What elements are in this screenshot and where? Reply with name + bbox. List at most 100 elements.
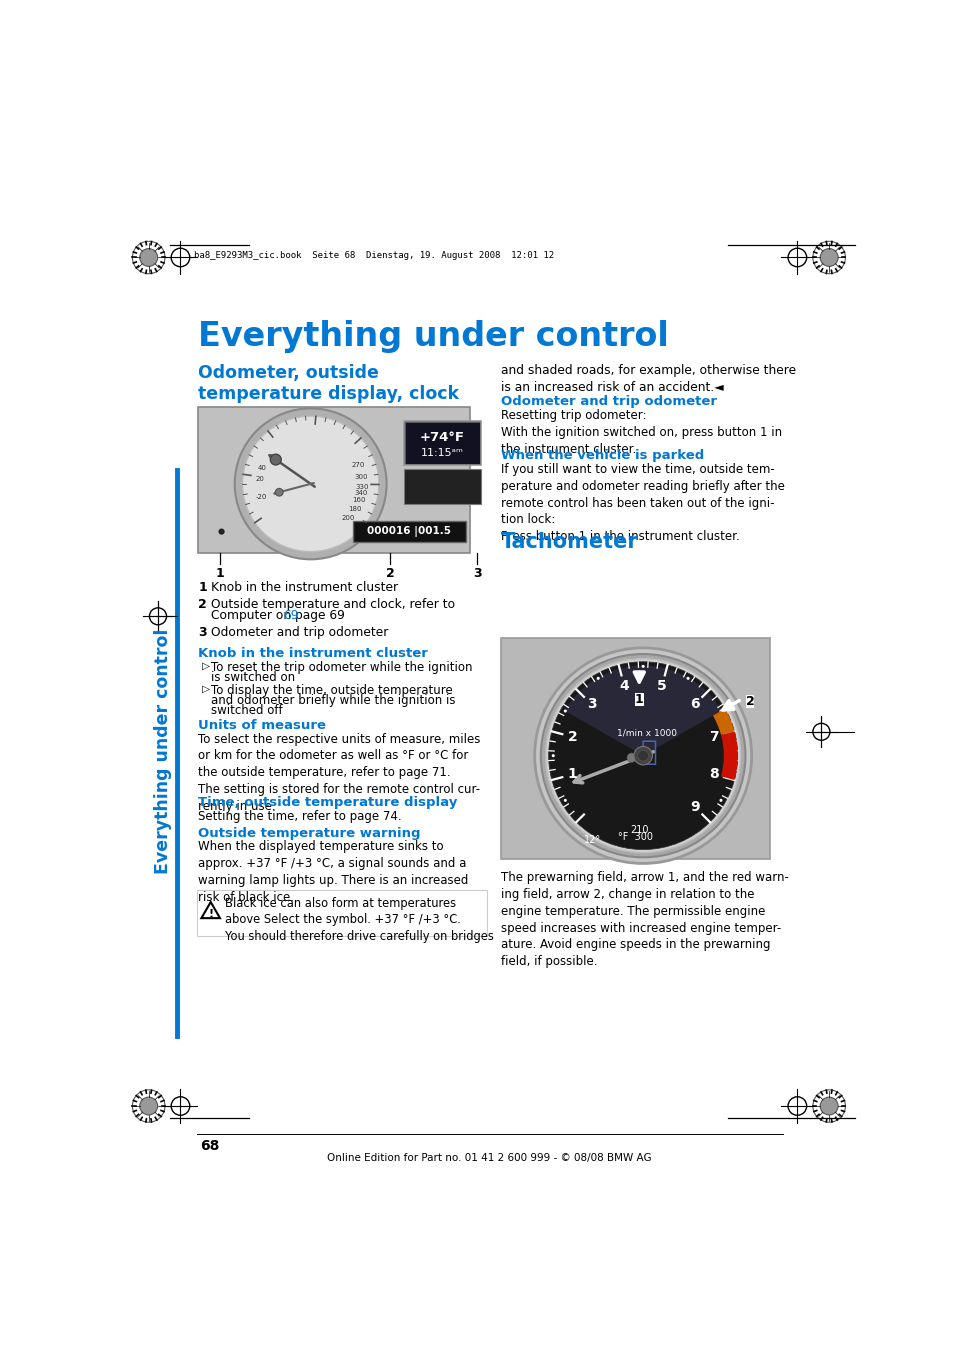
Text: 000016 |001.5: 000016 |001.5 [367, 526, 451, 537]
Text: and shaded roads, for example, otherwise there
is an increased risk of an accide: and shaded roads, for example, otherwise… [500, 363, 796, 394]
Text: is switched on: is switched on [211, 671, 294, 684]
Circle shape [563, 799, 566, 802]
Text: 7: 7 [708, 730, 718, 744]
Circle shape [139, 248, 157, 266]
Text: 4: 4 [618, 679, 629, 693]
Text: ba8_E9293M3_cic.book  Seite 68  Dienstag, 19. August 2008  12:01 12: ba8_E9293M3_cic.book Seite 68 Dienstag, … [194, 251, 554, 259]
Wedge shape [564, 666, 720, 756]
Text: !: ! [208, 909, 213, 918]
FancyBboxPatch shape [403, 421, 480, 466]
Text: 3: 3 [586, 698, 596, 711]
Text: Everything under control: Everything under control [154, 628, 172, 873]
Text: Tachometer: Tachometer [500, 532, 639, 552]
Circle shape [270, 454, 281, 464]
Circle shape [545, 659, 740, 853]
Text: 270: 270 [351, 462, 364, 468]
Circle shape [218, 528, 224, 535]
Circle shape [719, 799, 721, 802]
Text: To reset the trip odometer while the ignition: To reset the trip odometer while the ign… [211, 662, 472, 674]
Text: 9: 9 [689, 799, 699, 814]
Circle shape [534, 648, 751, 864]
Text: 1/min x 1000: 1/min x 1000 [617, 728, 677, 737]
Circle shape [548, 662, 737, 849]
FancyBboxPatch shape [353, 521, 465, 543]
Text: 200: 200 [341, 514, 355, 521]
Text: 340: 340 [354, 490, 367, 495]
Text: 2: 2 [567, 730, 578, 744]
Circle shape [820, 248, 838, 266]
Text: Computer on page 69: Computer on page 69 [211, 609, 344, 621]
Circle shape [637, 751, 648, 761]
Text: 5: 5 [657, 679, 666, 693]
Text: and odometer briefly while the ignition is: and odometer briefly while the ignition … [211, 694, 455, 707]
Text: 330: 330 [355, 483, 368, 490]
Text: switched off: switched off [211, 705, 282, 717]
Circle shape [275, 489, 283, 495]
Text: To display the time, outside temperature: To display the time, outside temperature [211, 684, 452, 697]
Text: Knob in the instrument cluster: Knob in the instrument cluster [198, 647, 428, 660]
Text: When the displayed temperature sinks to
approx. +37 °F /+3 °C, a signal sounds a: When the displayed temperature sinks to … [198, 840, 468, 903]
Text: 1: 1 [635, 693, 643, 706]
Text: Units of measure: Units of measure [198, 718, 326, 732]
Circle shape [626, 753, 636, 763]
Circle shape [242, 416, 378, 552]
Text: 40: 40 [257, 466, 266, 471]
Polygon shape [201, 902, 220, 918]
Text: °F  300: °F 300 [618, 833, 652, 842]
Circle shape [540, 653, 744, 857]
Circle shape [563, 710, 566, 713]
Text: 2: 2 [198, 598, 207, 610]
Circle shape [820, 1098, 838, 1115]
Text: +74°F: +74°F [419, 431, 464, 444]
Circle shape [686, 676, 689, 680]
Text: Everything under control: Everything under control [198, 320, 668, 352]
Text: To select the respective units of measure, miles
or km for the odometer as well : To select the respective units of measur… [198, 733, 480, 813]
Circle shape [551, 755, 555, 757]
Text: 300: 300 [355, 474, 368, 479]
Text: If you still want to view the time, outside tem-
perature and odometer reading b: If you still want to view the time, outs… [500, 463, 784, 543]
Text: 210: 210 [629, 825, 648, 834]
Circle shape [139, 1098, 157, 1115]
Text: Knob in the instrument cluster: Knob in the instrument cluster [211, 580, 397, 594]
FancyBboxPatch shape [403, 470, 480, 504]
Text: Online Edition for Part no. 01 41 2 600 999 - © 08/08 BMW AG: Online Edition for Part no. 01 41 2 600 … [326, 1153, 651, 1164]
FancyBboxPatch shape [198, 406, 470, 554]
Circle shape [234, 409, 386, 559]
Wedge shape [720, 732, 737, 780]
Text: 1: 1 [567, 767, 578, 782]
Text: Odometer, outside
temperature display, clock: Odometer, outside temperature display, c… [198, 363, 458, 404]
Text: Odometer and trip odometer: Odometer and trip odometer [500, 396, 717, 408]
Text: 2: 2 [745, 695, 754, 707]
Text: ▷: ▷ [202, 684, 210, 694]
Text: Outside temperature and clock, refer to: Outside temperature and clock, refer to [211, 598, 455, 610]
Wedge shape [712, 709, 734, 734]
Text: 1: 1 [215, 567, 224, 580]
Text: 180: 180 [348, 506, 361, 512]
Text: 3: 3 [198, 625, 207, 639]
FancyBboxPatch shape [500, 637, 769, 859]
Circle shape [596, 676, 599, 680]
Text: Black ice can also form at temperatures
above Select the symbol. +37 °F /+3 °C.
: Black ice can also form at temperatures … [224, 896, 493, 944]
Text: 1: 1 [198, 580, 207, 594]
Text: Resetting trip odometer:
With the ignition switched on, press button 1 in
the in: Resetting trip odometer: With the igniti… [500, 409, 781, 456]
Text: Outside temperature warning: Outside temperature warning [198, 826, 420, 840]
Text: 12°: 12° [583, 834, 600, 845]
Text: ▷: ▷ [202, 662, 210, 671]
Circle shape [731, 755, 734, 757]
Text: 68: 68 [199, 1139, 219, 1153]
Text: 6: 6 [689, 698, 699, 711]
Text: Setting the time, refer to page 74.: Setting the time, refer to page 74. [198, 810, 401, 822]
FancyBboxPatch shape [196, 890, 486, 936]
Text: Time, outside temperature display: Time, outside temperature display [198, 795, 457, 809]
Text: 8: 8 [708, 767, 718, 782]
Text: Ⓜ: Ⓜ [640, 738, 657, 765]
Text: Odometer and trip odometer: Odometer and trip odometer [211, 625, 388, 639]
Text: 160: 160 [353, 497, 366, 502]
Text: 11:15ᵃᵐ: 11:15ᵃᵐ [420, 448, 463, 458]
Circle shape [633, 747, 652, 765]
Text: The prewarning field, arrow 1, and the red warn-
ing field, arrow 2, change in r: The prewarning field, arrow 1, and the r… [500, 871, 788, 968]
Text: 20: 20 [255, 477, 264, 482]
Circle shape [719, 710, 721, 713]
Text: 3: 3 [473, 567, 481, 580]
Text: 2: 2 [386, 567, 395, 580]
